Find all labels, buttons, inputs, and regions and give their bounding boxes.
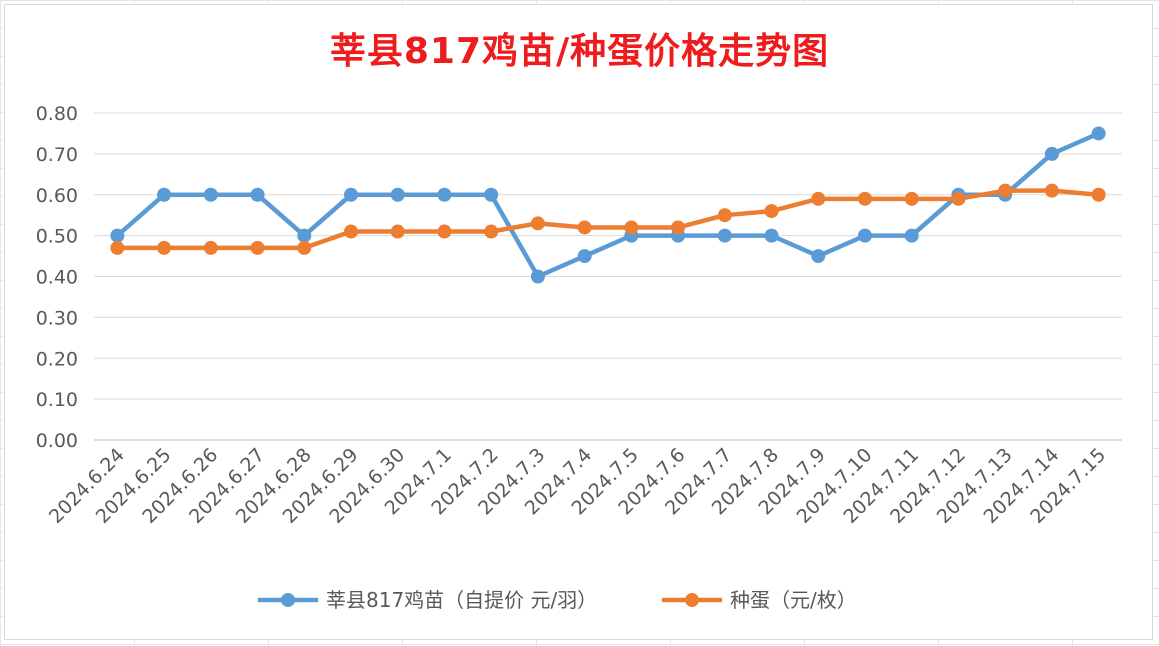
chart-title: 莘县817鸡苗/种蛋价格走势图 (329, 31, 830, 72)
y-tick-label: 0.30 (36, 307, 78, 329)
series-1-point (904, 228, 919, 243)
series-1-point (203, 187, 218, 202)
series-group (110, 126, 1106, 284)
series-line-2 (117, 188, 1099, 251)
y-tick-label: 0.10 (36, 389, 78, 411)
series-2-point (250, 240, 265, 255)
series-1-point (1044, 146, 1059, 161)
series-1-point (110, 228, 125, 243)
legend-marker-1 (281, 593, 295, 607)
legend-label-2: 种蛋（元/枚） (730, 588, 857, 612)
series-1-point (484, 187, 499, 202)
legend-label-1: 莘县817鸡苗（自提价 元/羽） (326, 588, 597, 612)
x-axis-ticks: 2024.6.242024.6.252024.6.262024.6.272024… (45, 444, 1110, 528)
series-1-point (577, 249, 592, 264)
y-tick-label: 0.00 (36, 430, 78, 452)
series-2-point (671, 220, 686, 235)
series-1-point (157, 187, 172, 202)
series-1-point (437, 187, 452, 202)
series-2-point (577, 220, 592, 235)
series-line-1 (115, 131, 1100, 279)
series-1-point (717, 228, 732, 243)
series-2-point (530, 216, 545, 231)
series-1-point (344, 187, 358, 202)
series-1-point (1091, 126, 1106, 141)
series-2-point (1091, 187, 1106, 202)
y-tick-label: 0.50 (36, 226, 78, 248)
series-2-point (484, 224, 499, 239)
y-tick-label: 0.20 (36, 348, 78, 370)
series-2-point (764, 204, 779, 219)
chart-frame[interactable] (4, 4, 1153, 640)
series-2-point (157, 240, 172, 255)
series-1-point (811, 249, 826, 264)
series-2-point (717, 208, 732, 223)
series-1-point (858, 228, 872, 243)
y-tick-label: 0.70 (36, 144, 78, 166)
series-1-point (250, 187, 265, 202)
legend: 莘县817鸡苗（自提价 元/羽） 种蛋（元/枚） (258, 588, 857, 612)
series-2-point (297, 240, 312, 255)
gridlines (94, 112, 1122, 441)
series-2-point (1044, 183, 1059, 198)
series-1-point (390, 187, 405, 202)
series-2-point (951, 191, 966, 206)
series-2-point (624, 220, 639, 235)
series-1-point (297, 228, 312, 243)
series-2-point (344, 224, 358, 239)
series-2-point (998, 183, 1013, 198)
series-2-point (390, 224, 405, 239)
series-2-point (811, 191, 826, 206)
legend-marker-2 (685, 593, 699, 607)
series-2-point (437, 224, 452, 239)
series-1-point (764, 228, 779, 243)
y-tick-label: 0.80 (36, 103, 78, 125)
series-2-point (203, 240, 218, 255)
series-2-point (904, 191, 919, 206)
series-1-point (530, 269, 545, 284)
y-axis-ticks: 0.00 0.10 0.20 0.30 0.40 0.50 0.60 0.70 0.80 (36, 103, 78, 452)
series-2-point (858, 191, 872, 206)
y-tick-label: 0.60 (36, 185, 78, 207)
y-tick-label: 0.40 (36, 267, 78, 289)
series-2-point (110, 240, 125, 255)
